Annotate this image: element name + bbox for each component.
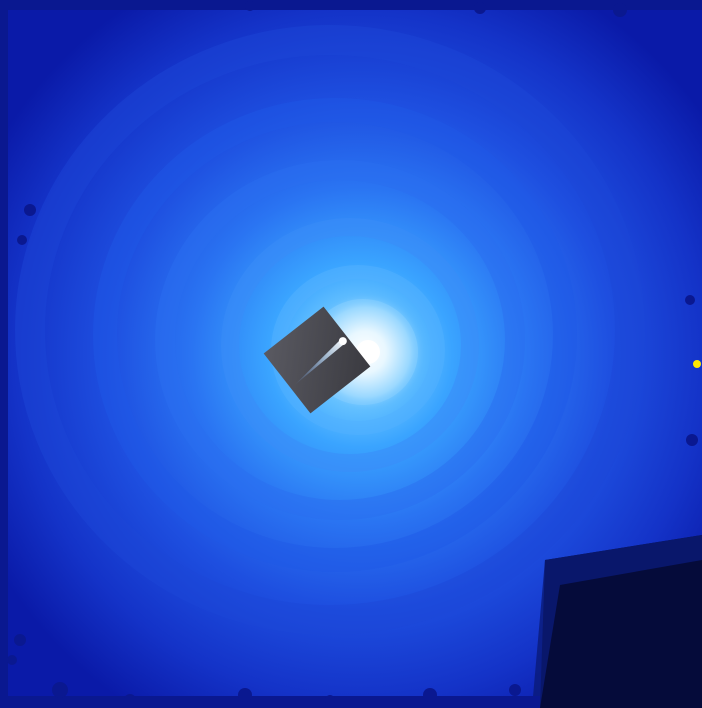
comet-inset-icon — [263, 306, 371, 414]
inset-comet-head — [338, 337, 347, 346]
star-marker-icon — [693, 360, 701, 368]
ring-outer-2 — [155, 160, 525, 520]
ring-outer-4 — [15, 25, 645, 635]
ring-outer-3 — [93, 98, 577, 572]
ring-outer-1 — [221, 218, 479, 472]
inset-comet-tail — [293, 337, 347, 386]
inset-panel — [263, 306, 371, 414]
dark-corner-edge — [532, 535, 702, 708]
